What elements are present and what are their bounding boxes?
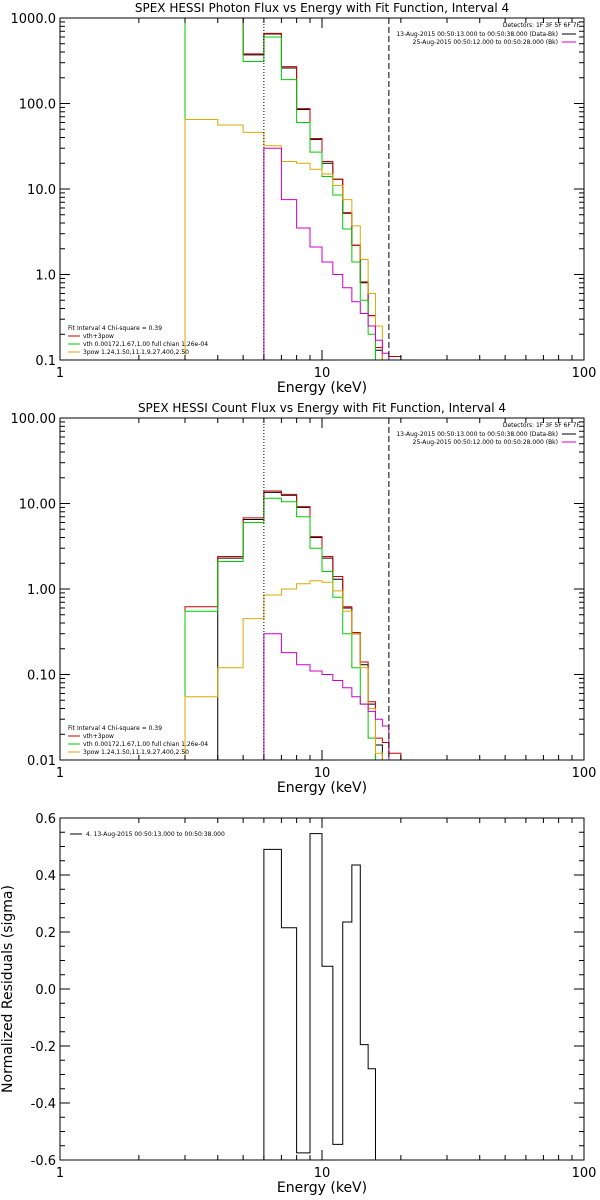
- time-interval-label: 25-Aug-2015 00:50:12.000 to 00:50:28.000…: [413, 39, 558, 46]
- fit-header-label: Fit Interval 4 Chi-square = 0.39: [68, 325, 162, 332]
- y-tick-label: 1.0: [35, 269, 56, 284]
- x-axis-label: Energy (keV): [277, 780, 367, 796]
- series-line-3pow: [184, 118, 389, 360]
- fit-legend-label: vth 0.00172,1.67,1.00 full chian 1.26e-0…: [83, 341, 208, 348]
- panel-1: SPEX HESSI Photon Flux vs Energy with Fi…: [11, 1, 597, 396]
- y-axis-label: Normalized Residuals (sigma): [0, 885, 16, 1093]
- y-tick-label: -0.4: [31, 1097, 56, 1112]
- y-tick-label: 0.6: [35, 812, 56, 827]
- x-tick-label: 100: [572, 1166, 597, 1181]
- y-tick-label: 10.0: [27, 183, 56, 198]
- panel-2: SPEX HESSI Count Flux vs Energy with Fit…: [11, 401, 597, 796]
- chart-title: SPEX HESSI Count Flux vs Energy with Fit…: [138, 401, 506, 415]
- x-tick-label: 1: [56, 366, 64, 381]
- fit-legend-label: vth+3pow: [83, 333, 114, 340]
- series-line-bk: [263, 147, 390, 360]
- y-tick-label: 0.1: [35, 354, 56, 369]
- y-tick-label: 0.10: [27, 669, 56, 684]
- y-tick-label: 1.00: [27, 583, 56, 598]
- series-line-vth-3pow: [184, 490, 402, 760]
- x-tick-label: 10: [314, 366, 331, 381]
- y-tick-label: 10.00: [19, 498, 56, 513]
- x-axis-label: Energy (keV): [277, 380, 367, 396]
- y-tick-label: -0.6: [31, 1154, 56, 1169]
- y-tick-label: 0.01: [27, 754, 56, 769]
- x-tick-label: 10: [314, 1166, 331, 1181]
- series-line-bk: [263, 633, 390, 760]
- y-tick-label: 0.4: [35, 869, 56, 884]
- fit-legend-label: 3pow 1.24,1.50,11.1,9.27,400,2.50: [83, 349, 189, 356]
- fit-legend-label: vth+3pow: [83, 733, 114, 740]
- x-tick-label: 100: [572, 766, 597, 781]
- series-group: [184, 490, 402, 760]
- series-line-vth: [184, 497, 389, 760]
- x-tick-label: 1: [56, 766, 64, 781]
- x-tick-label: 10: [314, 766, 331, 781]
- series-group: [263, 833, 376, 1160]
- plot-frame: [59, 417, 585, 761]
- y-tick-label: 0.0: [35, 983, 56, 998]
- y-tick-label: 100.0: [19, 98, 56, 113]
- y-tick-label: 0.2: [35, 926, 56, 941]
- y-tick-label: 1000.0: [11, 12, 57, 27]
- y-tick-label: 100.00: [11, 412, 57, 427]
- chart-title: SPEX HESSI Photon Flux vs Energy with Fi…: [135, 1, 509, 15]
- residual-legend-label: 4. 13-Aug-2015 00:50:13.000 to 00:50:38.…: [86, 831, 225, 838]
- time-interval-label: 25-Aug-2015 00:50:12.000 to 00:50:28.000…: [413, 439, 558, 446]
- series-line-4-13-aug-2015-00-50-13-000-to-00-50-38-000: [263, 833, 376, 1160]
- x-tick-label: 100: [572, 366, 597, 381]
- series-line-vth: [184, 18, 389, 360]
- series-group: [184, 18, 402, 360]
- x-tick-label: 1: [56, 1166, 64, 1181]
- y-tick-label: -0.2: [31, 1040, 56, 1055]
- fit-legend-label: vth 0.00172,1.67,1.00 full chian 1.26e-0…: [83, 741, 208, 748]
- series-line-3pow: [184, 580, 401, 760]
- series-line-data-bk: [184, 18, 389, 360]
- fit-legend-label: 3pow 1.24,1.50,11.1,9.27,400,2.50: [83, 749, 189, 756]
- time-interval-label: 13-Aug-2015 00:50:13.000 to 00:50:38.000…: [396, 31, 558, 38]
- fit-header-label: Fit Interval 4 Chi-square = 0.39: [68, 725, 162, 732]
- plot-frame: [59, 17, 585, 361]
- time-interval-label: 13-Aug-2015 00:50:13.000 to 00:50:38.000…: [396, 431, 558, 438]
- x-axis-label: Energy (keV): [277, 1180, 367, 1196]
- panel-3: 1 10 100 Energy (keV) -0.6 -0.4 -0.2 0.0 0.2 0.4 0…: [0, 812, 596, 1196]
- detectors-label: Detectors: 1F 3F 5F 6F 7F: [503, 22, 581, 29]
- detectors-label: Detectors: 1F 3F 5F 6F 7F: [503, 422, 581, 429]
